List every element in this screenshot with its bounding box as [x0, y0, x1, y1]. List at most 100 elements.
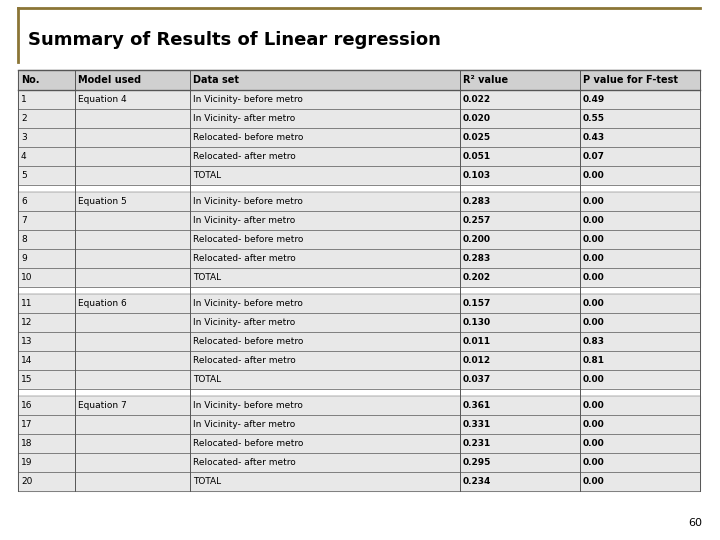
Text: 0.361: 0.361	[463, 401, 491, 410]
Text: TOTAL: TOTAL	[193, 477, 221, 486]
Text: 0.00: 0.00	[583, 197, 605, 206]
Text: Relocated- after metro: Relocated- after metro	[193, 458, 296, 467]
Text: In Vicinity- before metro: In Vicinity- before metro	[193, 299, 303, 308]
Bar	[18, 90, 700, 109]
Text: 0.07: 0.07	[583, 152, 605, 161]
Text: 0.00: 0.00	[583, 235, 605, 244]
Text: 12: 12	[21, 318, 32, 327]
Text: Relocated- after metro: Relocated- after metro	[193, 356, 296, 365]
Text: 0.00: 0.00	[583, 273, 605, 282]
Text: 0.83: 0.83	[583, 337, 605, 346]
Bar	[18, 230, 700, 249]
Bar	[18, 472, 700, 491]
Text: 0.49: 0.49	[583, 95, 606, 104]
Text: 18: 18	[21, 439, 32, 448]
Text: 8: 8	[21, 235, 27, 244]
Text: 0.022: 0.022	[463, 95, 491, 104]
Bar	[18, 128, 700, 147]
Text: 60: 60	[688, 518, 702, 528]
Text: Relocated- before metro: Relocated- before metro	[193, 439, 303, 448]
Text: 0.00: 0.00	[583, 171, 605, 180]
Text: 19: 19	[21, 458, 32, 467]
Bar	[18, 166, 700, 185]
Text: 0.00: 0.00	[583, 254, 605, 263]
Text: 13: 13	[21, 337, 32, 346]
Text: 5: 5	[21, 171, 27, 180]
Bar	[18, 287, 700, 294]
Text: 0.81: 0.81	[583, 356, 605, 365]
Text: Model used: Model used	[78, 75, 141, 85]
Text: 20: 20	[21, 477, 32, 486]
Text: P value for F-test: P value for F-test	[583, 75, 678, 85]
Text: 0.231: 0.231	[463, 439, 491, 448]
Bar	[18, 332, 700, 351]
Bar	[18, 370, 700, 389]
Bar	[18, 211, 700, 230]
Text: 0.00: 0.00	[583, 477, 605, 486]
Bar	[18, 109, 700, 128]
Text: 4: 4	[21, 152, 27, 161]
Text: 17: 17	[21, 420, 32, 429]
Text: 0.55: 0.55	[583, 114, 605, 123]
Bar	[18, 70, 700, 90]
Text: In Vicinity- before metro: In Vicinity- before metro	[193, 401, 303, 410]
Text: In Vicinity- after metro: In Vicinity- after metro	[193, 318, 295, 327]
Text: Equation 7: Equation 7	[78, 401, 127, 410]
Text: Relocated- before metro: Relocated- before metro	[193, 235, 303, 244]
Text: In Vicinity- before metro: In Vicinity- before metro	[193, 197, 303, 206]
Text: 0.00: 0.00	[583, 299, 605, 308]
Bar	[18, 147, 700, 166]
Text: Relocated- after metro: Relocated- after metro	[193, 254, 296, 263]
Bar	[18, 415, 700, 434]
Text: 0.00: 0.00	[583, 375, 605, 384]
Text: 1: 1	[21, 95, 27, 104]
Text: In Vicinity- after metro: In Vicinity- after metro	[193, 216, 295, 225]
Text: 10: 10	[21, 273, 32, 282]
Text: 0.257: 0.257	[463, 216, 491, 225]
Text: Equation 5: Equation 5	[78, 197, 127, 206]
Text: 0.051: 0.051	[463, 152, 491, 161]
Text: 0.037: 0.037	[463, 375, 491, 384]
Text: 2: 2	[21, 114, 27, 123]
Text: 11: 11	[21, 299, 32, 308]
Text: 0.011: 0.011	[463, 337, 491, 346]
Text: 14: 14	[21, 356, 32, 365]
Text: 0.00: 0.00	[583, 439, 605, 448]
Text: 6: 6	[21, 197, 27, 206]
Text: 7: 7	[21, 216, 27, 225]
Text: Relocated- after metro: Relocated- after metro	[193, 152, 296, 161]
Bar	[18, 185, 700, 192]
Text: 0.00: 0.00	[583, 318, 605, 327]
Text: 9: 9	[21, 254, 27, 263]
Text: 0.00: 0.00	[583, 458, 605, 467]
Text: 0.130: 0.130	[463, 318, 491, 327]
Text: 15: 15	[21, 375, 32, 384]
Text: 16: 16	[21, 401, 32, 410]
Text: TOTAL: TOTAL	[193, 171, 221, 180]
Text: 0.43: 0.43	[583, 133, 605, 142]
Text: 0.00: 0.00	[583, 401, 605, 410]
Text: Relocated- before metro: Relocated- before metro	[193, 337, 303, 346]
Bar	[18, 396, 700, 415]
Bar	[18, 249, 700, 268]
Text: 0.00: 0.00	[583, 216, 605, 225]
Text: 0.103: 0.103	[463, 171, 491, 180]
Text: Equation 4: Equation 4	[78, 95, 127, 104]
Text: 0.025: 0.025	[463, 133, 491, 142]
Text: In Vicinity- before metro: In Vicinity- before metro	[193, 95, 303, 104]
Text: 0.157: 0.157	[463, 299, 491, 308]
Bar	[18, 389, 700, 396]
Text: 0.234: 0.234	[463, 477, 491, 486]
Text: 3: 3	[21, 133, 27, 142]
Bar	[18, 434, 700, 453]
Text: In Vicinity- after metro: In Vicinity- after metro	[193, 114, 295, 123]
Bar	[18, 453, 700, 472]
Text: 0.283: 0.283	[463, 254, 491, 263]
Text: TOTAL: TOTAL	[193, 375, 221, 384]
Text: Equation 6: Equation 6	[78, 299, 127, 308]
Text: 0.012: 0.012	[463, 356, 491, 365]
Text: 0.202: 0.202	[463, 273, 491, 282]
Text: 0.283: 0.283	[463, 197, 491, 206]
Bar	[18, 351, 700, 370]
Bar	[18, 294, 700, 313]
